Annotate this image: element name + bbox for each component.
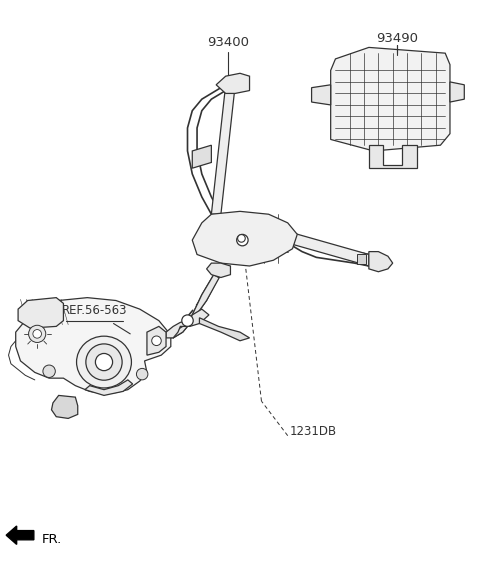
Circle shape <box>33 329 41 338</box>
Polygon shape <box>85 380 132 395</box>
Polygon shape <box>331 47 450 151</box>
Circle shape <box>29 325 46 343</box>
Polygon shape <box>16 298 171 394</box>
Polygon shape <box>206 263 230 277</box>
Polygon shape <box>211 85 235 214</box>
Circle shape <box>96 354 113 370</box>
Text: REF.56-563: REF.56-563 <box>62 303 127 317</box>
Polygon shape <box>312 85 331 105</box>
Circle shape <box>152 336 161 346</box>
Text: 93400: 93400 <box>207 36 249 49</box>
Circle shape <box>182 315 193 327</box>
Polygon shape <box>288 231 369 266</box>
Ellipse shape <box>76 336 132 388</box>
Polygon shape <box>166 309 209 338</box>
Polygon shape <box>357 254 366 264</box>
Circle shape <box>237 234 248 246</box>
Circle shape <box>43 365 55 377</box>
Polygon shape <box>192 145 211 168</box>
Polygon shape <box>51 395 78 418</box>
Polygon shape <box>192 212 297 266</box>
Polygon shape <box>199 318 250 341</box>
Text: FR.: FR. <box>42 533 62 546</box>
Circle shape <box>136 368 148 380</box>
Text: 93490: 93490 <box>376 32 419 45</box>
Circle shape <box>238 235 245 242</box>
Polygon shape <box>216 73 250 94</box>
Circle shape <box>86 344 122 380</box>
Text: 1231DB: 1231DB <box>290 425 337 438</box>
Polygon shape <box>168 275 221 338</box>
Polygon shape <box>18 298 63 328</box>
Polygon shape <box>369 145 417 168</box>
Polygon shape <box>450 82 464 102</box>
Polygon shape <box>369 251 393 272</box>
Polygon shape <box>147 327 166 355</box>
Polygon shape <box>6 526 34 544</box>
